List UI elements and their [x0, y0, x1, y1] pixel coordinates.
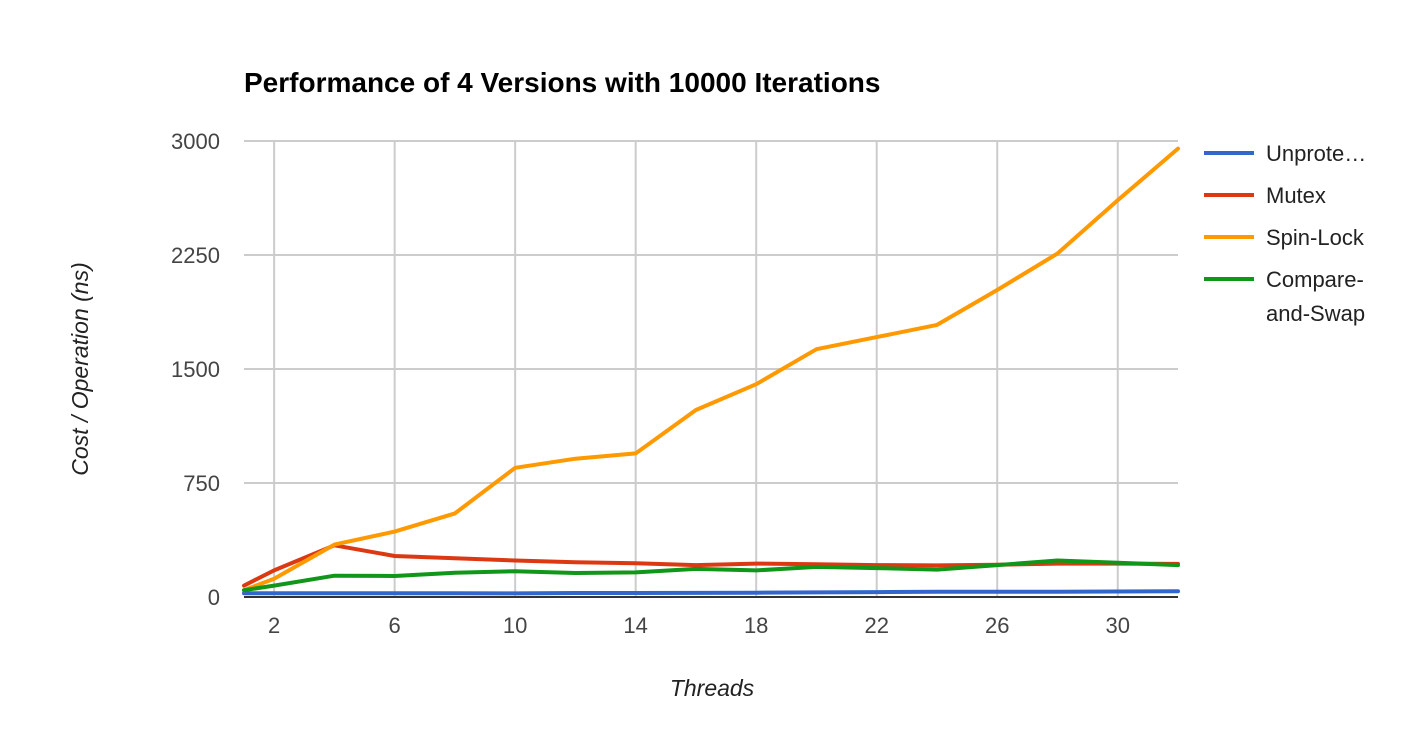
- series-line-4: [242, 558, 1180, 593]
- series-lines: [242, 146, 1180, 596]
- y-tick-label: 2250: [171, 243, 220, 268]
- x-tick-label: 22: [864, 613, 888, 638]
- y-tick-label: 0: [208, 585, 220, 610]
- legend-entry-label: Mutex: [1266, 183, 1326, 208]
- legend-entry-label: Compare-and-Swap: [1266, 267, 1365, 326]
- series-line-1: [242, 589, 1180, 596]
- y-tick-label: 1500: [171, 357, 220, 382]
- legend-entry-label: Spin-Lock: [1266, 225, 1365, 250]
- x-tick-label: 14: [623, 613, 647, 638]
- series-line-3: [242, 146, 1180, 593]
- y-tick-label: 3000: [171, 129, 220, 154]
- legend-entry-label: Unprote…: [1266, 141, 1366, 166]
- y-axis-label: Cost / Operation (ns): [67, 262, 93, 475]
- x-tick-label: 30: [1105, 613, 1129, 638]
- x-tick-label: 6: [389, 613, 401, 638]
- x-tick-label: 26: [985, 613, 1009, 638]
- gridlines: [244, 140, 1178, 597]
- legend: Unprote… Mutex Spin-Lock Compare-and-Swap: [1204, 141, 1366, 326]
- x-tick-label: 10: [503, 613, 527, 638]
- series-line-2: [242, 543, 1180, 588]
- chart-title: Performance of 4 Versions with 10000 Ite…: [244, 67, 880, 98]
- x-axis-label: Threads: [670, 675, 755, 701]
- y-tick-label: 750: [183, 471, 220, 496]
- x-tick-label: 18: [744, 613, 768, 638]
- x-tick-label: 2: [268, 613, 280, 638]
